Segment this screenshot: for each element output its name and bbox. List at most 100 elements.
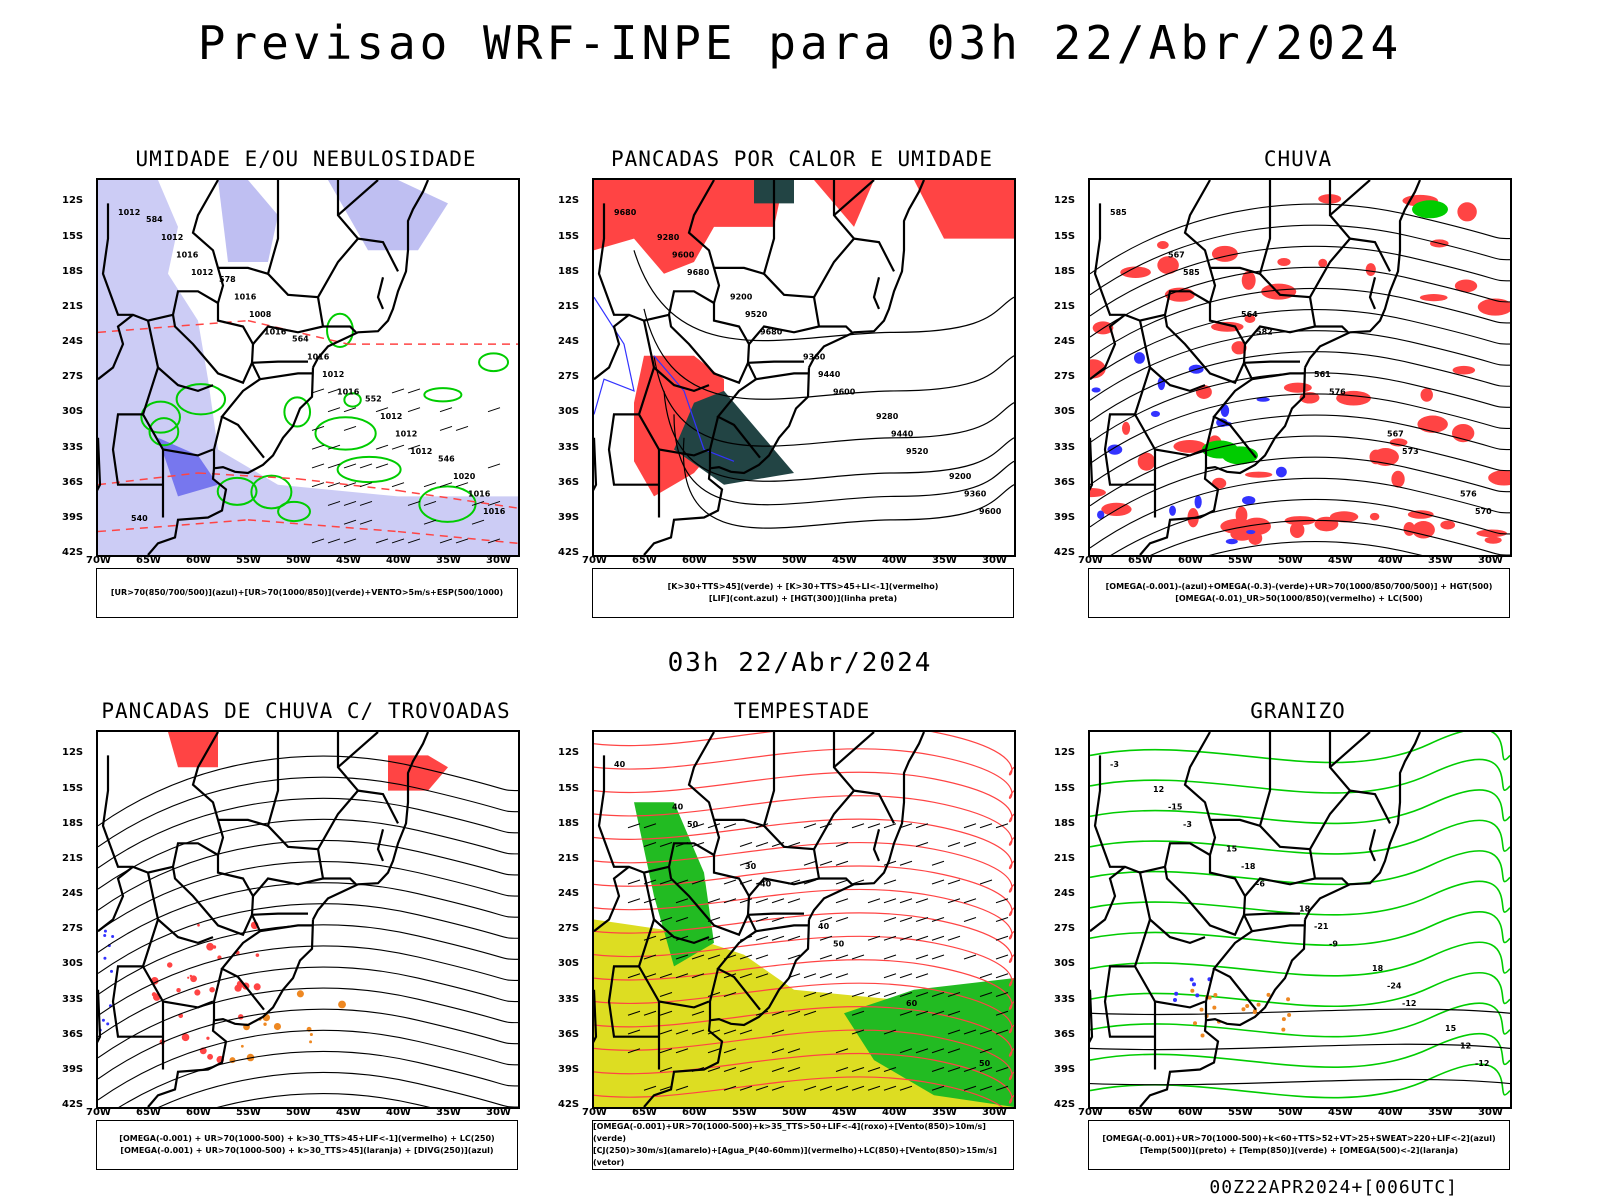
contour-label: 9280 [657,233,680,242]
rain-area [1211,322,1243,332]
panel-title-chuva: CHUVA [1088,147,1508,171]
lon-tick-label: 45W [336,1107,361,1118]
wind-vector [344,464,356,468]
lat-tick-label: 15S [62,783,83,794]
lat-tick-label: 30S [558,958,579,969]
lat-tick-label: 33S [558,442,579,453]
storm-area [254,983,261,990]
lat-tick-label: 27S [1054,923,1075,934]
border-line [252,362,308,363]
legend-line: [OMEGA(-0.001)+UR>70(1000-500)+k>35_TTS>… [593,1121,1013,1145]
wind-vector [756,955,768,959]
map-plot-pancadas-trovoadas [98,732,518,1107]
lat-tick-label: 30S [1054,958,1075,969]
temp850-contour [1090,973,1510,1007]
wind-vector [884,824,896,828]
streamline [594,749,1014,799]
wind-vector [376,464,388,468]
wind-vector [312,445,324,449]
wind-vector [900,899,912,903]
omega-area [1286,997,1290,1001]
streamline [98,1094,518,1107]
lat-tick-label: 30S [1054,406,1075,417]
map-panel-umidade: 1012 1012 1016 1016 1012 1016 1016 1008 1012 1012… [96,178,520,557]
streamline [1090,289,1510,359]
legend-box-pancadas-trovoadas: [OMEGA(-0.001) + UR>70(1000-500) + k>30_… [96,1120,518,1170]
contour-labels: 585585582576573570567564561567576 [1110,208,1492,516]
omega-area [1253,1010,1257,1014]
wind-vector [756,936,768,940]
lat-tick-label: 33S [62,442,83,453]
contour-label: 567 [1168,250,1185,259]
wind-vector [852,824,864,828]
temp500-contour [1090,1009,1510,1014]
lat-tick-label: 39S [1054,1064,1075,1075]
border-line [814,732,854,849]
contour-label: 1016 [264,328,287,337]
contour-label: 546 [438,454,455,463]
lon-tick-label: 35W [932,1107,957,1118]
wind-vector [724,824,736,828]
storm-area [190,975,197,982]
contour-label: 567 [1387,430,1404,439]
contour-label: 9680 [614,208,637,217]
wind-vector [392,483,404,487]
wind-vector [884,880,896,884]
wind-vector [456,426,468,430]
map-panel-granizo: -3 -3 -6 -9 -12 -12 -15 -18 -21 -24 12 12 15 18 18 15 [1088,730,1512,1109]
wind-vector [964,899,976,903]
contour-label: 40 [672,802,684,811]
border-line [218,820,268,826]
lon-tick-label: 60W [186,1107,211,1118]
storm-area [206,943,214,951]
rain-area [1318,259,1327,268]
omega-area [1242,496,1255,505]
omega-area [1282,1017,1286,1021]
shower-area [274,1023,281,1030]
contour-label: 1016 [337,387,360,396]
lat-tick-label: 12S [558,747,579,758]
lat-tick-label: 12S [62,747,83,758]
divergence-area [111,935,114,938]
wind-vector [488,464,500,468]
lat-tick-label: 18S [1054,266,1075,277]
lon-tick-label: 65W [632,555,657,566]
hail-area [1195,993,1199,997]
border-line [1165,291,1244,382]
wind-vector [456,483,468,487]
wind-vector [408,408,420,412]
divergence-area [102,1019,105,1022]
contour-label: 40 [614,760,626,769]
legend-box-pancadas-calor: [K>30+TTS>45](verde) + [K>30+TTS>45+LI<-… [592,568,1014,618]
lat-tick-label: 24S [62,888,83,899]
lat-tick-label: 39S [62,512,83,523]
contour-label: -24 [1387,982,1402,991]
wind-vector [980,824,992,828]
border-line [218,268,268,274]
lat-tick-label: 36S [1054,1029,1075,1040]
hail-area [1192,982,1196,986]
wind-vector [836,899,848,903]
rain-area [1157,241,1169,249]
wind-vector [996,899,1008,903]
wind-vector [980,880,992,884]
streamline [1090,394,1510,464]
wind-vector [884,918,896,922]
lon-tick-label: 40W [1378,1107,1403,1118]
contour-label: 30 [745,862,757,871]
lat-tick-label: 33S [62,994,83,1005]
wind-vector [852,993,864,997]
contour-label: 50 [833,939,845,948]
map-plot-umidade: 1012101210161016101210161016100810121012… [98,180,518,555]
divergence-area [103,957,106,960]
shower-area [241,1045,244,1048]
border-line [1165,843,1244,934]
lon-tick-label: 60W [1178,555,1203,566]
lat-tick-label: 36S [558,477,579,488]
temp850-contour [1090,790,1510,824]
rain-area [1370,513,1379,521]
rain-area [1245,472,1272,478]
omega-area [1267,993,1271,997]
lon-tick-label: 35W [1428,555,1453,566]
wind-vector [964,824,976,828]
